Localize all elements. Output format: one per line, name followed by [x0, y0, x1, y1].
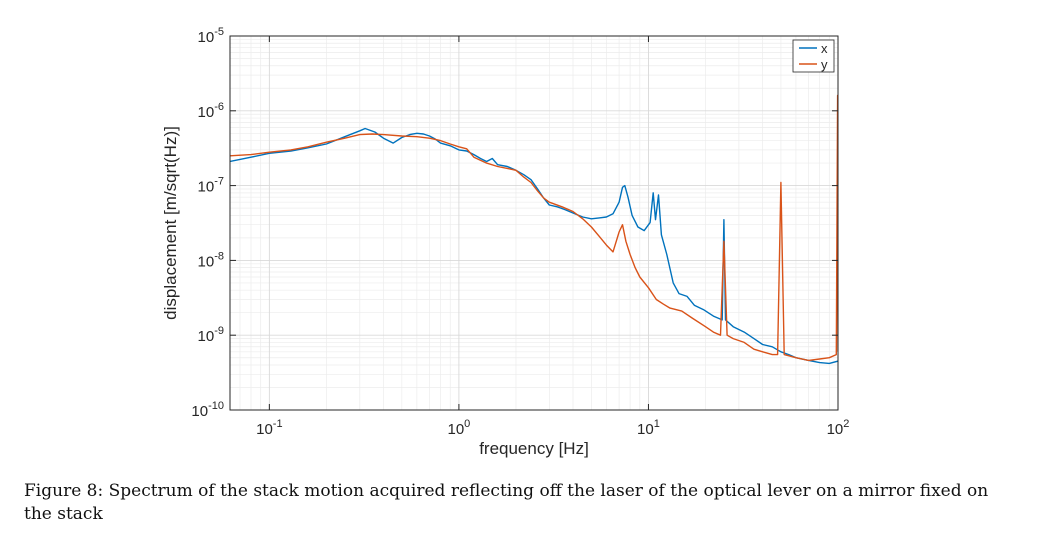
y-tick-labels: 10-10 10-9 10-8 10-7 10-6 10-5	[191, 26, 224, 420]
legend-label-x: x	[821, 41, 828, 56]
y-axis-label: displacement [m/sqrt(Hz)]	[161, 126, 180, 320]
y-tick-label: 10-6	[198, 101, 224, 121]
x-tick-label: 100	[447, 418, 470, 438]
minor-grid	[230, 36, 838, 410]
tick-marks	[230, 35, 839, 411]
plot-frame	[229, 35, 839, 411]
y-tick-label: 10-5	[198, 26, 224, 46]
y-tick-label: 10-7	[198, 176, 224, 196]
x-tick-label: 10-1	[256, 418, 282, 438]
x-tick-label: 101	[637, 418, 660, 438]
legend-box	[792, 39, 835, 73]
y-tick-label: 10-8	[198, 250, 224, 270]
x-axis-label: frequency [Hz]	[479, 439, 589, 458]
figure-caption: Figure 8: Spectrum of the stack motion a…	[24, 481, 989, 524]
spectrum-chart: 10-1 100 101 102 10-1010-910-810-710-610-5 …	[161, 26, 849, 458]
series-layer	[230, 94, 838, 365]
legend: x y	[792, 39, 835, 73]
x-tick-label: 102	[827, 418, 850, 438]
plot-background	[230, 36, 838, 410]
y-tick-label: 10-10	[191, 400, 224, 420]
legend-label-y: y	[821, 57, 828, 72]
y-tick-label: 10-9	[198, 325, 224, 345]
x-tick-labels: 10-1 100 101 102	[256, 418, 849, 438]
series-line-y	[230, 94, 838, 362]
